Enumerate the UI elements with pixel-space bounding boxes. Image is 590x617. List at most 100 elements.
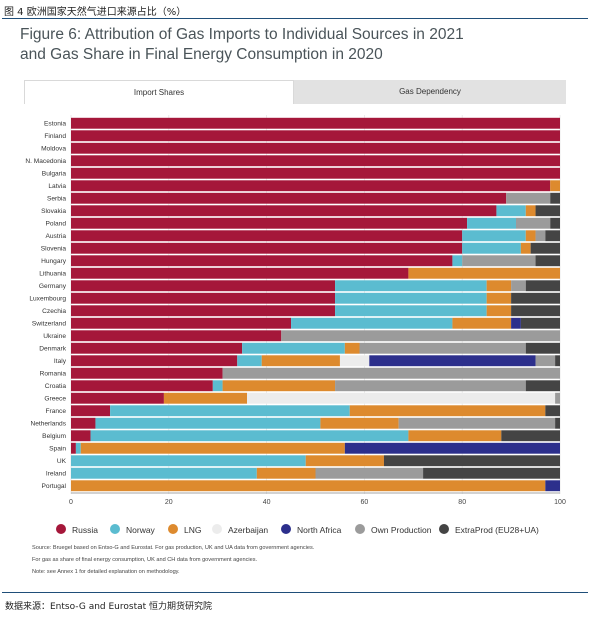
bar-serbia-own-production bbox=[506, 192, 551, 204]
bar-uk-norway bbox=[71, 455, 306, 467]
bar-denmark-norway bbox=[242, 342, 345, 354]
category-label-serbia: Serbia bbox=[47, 196, 66, 203]
bar-france-norway bbox=[110, 405, 350, 417]
category-label-n-macedonia: N. Macedonia bbox=[25, 158, 66, 165]
bar-estonia-russia bbox=[71, 117, 560, 129]
bar-spain-lng bbox=[80, 442, 345, 454]
legend-item-norway: Norway bbox=[110, 523, 155, 537]
category-label-spain: Spain bbox=[49, 446, 66, 453]
legend-label-own-production: Own Production bbox=[371, 525, 432, 535]
bar-ireland-own-production bbox=[315, 467, 424, 479]
bar-slovenia-norway bbox=[462, 242, 521, 254]
bar-uk-lng bbox=[305, 455, 384, 467]
footer-divider bbox=[2, 592, 588, 593]
bar-czechia-norway bbox=[335, 305, 487, 317]
bar-poland-norway bbox=[467, 217, 516, 229]
category-label-latvia: Latvia bbox=[48, 183, 66, 190]
bar-poland-own-production bbox=[515, 217, 551, 229]
legend-swatch-north-africa bbox=[281, 524, 291, 534]
bar-austria-russia bbox=[71, 230, 463, 242]
bar-netherlands-lng bbox=[320, 417, 399, 429]
figure-title-line1: Figure 6: Attribution of Gas Imports to … bbox=[20, 26, 464, 43]
bar-belgium-norway bbox=[90, 430, 409, 442]
bar-luxembourg-lng bbox=[486, 292, 512, 304]
x-tick-label-20: 20 bbox=[165, 499, 173, 506]
bar-croatia-russia bbox=[71, 380, 213, 392]
x-tick-label-40: 40 bbox=[263, 499, 271, 506]
category-label-slovenia: Slovenia bbox=[41, 246, 67, 253]
bar-germany-norway bbox=[335, 280, 487, 292]
bar-hungary-norway bbox=[452, 255, 463, 267]
bar-belgium-extraprod-eu28-ua bbox=[501, 430, 560, 442]
legend-label-lng: LNG bbox=[184, 525, 202, 535]
bar-slovakia-lng bbox=[525, 205, 536, 217]
bar-ireland-extraprod-eu28-ua bbox=[423, 467, 560, 479]
tab-gas-dependency[interactable]: Gas Dependency bbox=[294, 80, 566, 104]
category-label-greece: Greece bbox=[44, 396, 66, 403]
legend-label-north-africa: North Africa bbox=[297, 525, 342, 535]
category-label-switzerland: Switzerland bbox=[32, 321, 66, 328]
source-note: Source: Bruegel based on Entso-G and Eur… bbox=[32, 545, 315, 551]
bar-portugal-lng bbox=[71, 480, 546, 492]
x-tick-label-60: 60 bbox=[361, 499, 369, 506]
legend-item-north-africa: North Africa bbox=[281, 523, 341, 537]
bar-france-extraprod-eu28-ua bbox=[545, 405, 560, 417]
bar-italy-norway bbox=[237, 355, 262, 367]
bar-czechia-russia bbox=[71, 305, 336, 317]
bar-germany-extraprod-eu28-ua bbox=[525, 280, 560, 292]
bar-denmark-lng bbox=[344, 342, 360, 354]
bar-netherlands-own-production bbox=[398, 417, 556, 429]
figure-caption: 图 4 欧洲国家天然气进口来源占比（%） bbox=[4, 7, 187, 18]
legend-swatch-own-production bbox=[355, 524, 365, 534]
bar-luxembourg-russia bbox=[71, 292, 336, 304]
bar-poland-extraprod-eu28-ua bbox=[550, 217, 560, 229]
bar-slovenia-extraprod-eu28-ua bbox=[530, 242, 560, 254]
bar-switzerland-extraprod-eu28-ua bbox=[520, 317, 560, 329]
bar-romania-own-production bbox=[222, 367, 560, 379]
category-label-belgium: Belgium bbox=[42, 433, 66, 440]
bar-slovakia-extraprod-eu28-ua bbox=[535, 205, 560, 217]
bar-belgium-russia bbox=[71, 430, 91, 442]
bar-greece-russia bbox=[71, 392, 164, 404]
bar-hungary-own-production bbox=[462, 255, 536, 267]
bar-hungary-russia bbox=[71, 255, 453, 267]
bar-czechia-extraprod-eu28-ua bbox=[511, 305, 560, 317]
bar-croatia-own-production bbox=[335, 380, 526, 392]
bar-italy-north-africa bbox=[369, 355, 536, 367]
legend-label-russia: Russia bbox=[72, 525, 98, 535]
category-label-romania: Romania bbox=[40, 371, 67, 378]
bar-france-russia bbox=[71, 405, 111, 417]
bar-denmark-own-production bbox=[359, 342, 526, 354]
bar-ireland-norway bbox=[71, 467, 257, 479]
bar-spain-norway bbox=[75, 442, 81, 454]
category-label-portugal: Portugal bbox=[41, 483, 66, 490]
bar-denmark-extraprod-eu28-ua bbox=[525, 342, 560, 354]
category-label-czechia: Czechia bbox=[42, 308, 66, 315]
bar-croatia-extraprod-eu28-ua bbox=[525, 380, 560, 392]
bar-hungary-extraprod-eu28-ua bbox=[535, 255, 560, 267]
bar-germany-own-production bbox=[511, 280, 526, 292]
bar-austria-lng bbox=[525, 230, 536, 242]
category-label-ukraine: Ukraine bbox=[43, 333, 66, 340]
bar-spain-north-africa bbox=[344, 442, 560, 454]
bar-poland-russia bbox=[71, 217, 468, 229]
bar-luxembourg-norway bbox=[335, 292, 487, 304]
category-label-croatia: Croatia bbox=[45, 383, 67, 390]
bar-slovenia-lng bbox=[520, 242, 531, 254]
figure-title-line2: and Gas Share in Final Energy Consumptio… bbox=[20, 46, 383, 63]
bar-italy-extraprod-eu28-ua bbox=[555, 355, 560, 367]
tab-import-shares[interactable]: Import Shares bbox=[24, 80, 294, 104]
bar-ukraine-own-production bbox=[281, 330, 560, 342]
bar-latvia-lng bbox=[550, 180, 560, 192]
bar-slovakia-russia bbox=[71, 205, 497, 217]
legend-swatch-lng bbox=[168, 524, 178, 534]
bar-lithuania-lng bbox=[408, 267, 560, 279]
bar-czechia-lng bbox=[486, 305, 512, 317]
bar-netherlands-extraprod-eu28-ua bbox=[555, 417, 560, 429]
legend-item-own-production: Own Production bbox=[355, 523, 431, 537]
bar-switzerland-norway bbox=[291, 317, 453, 329]
bar-moldova-russia bbox=[71, 142, 560, 154]
bar-greece-azerbaijan bbox=[247, 392, 556, 404]
bar-uk-extraprod-eu28-ua bbox=[383, 455, 560, 467]
category-label-lithuania: Lithuania bbox=[39, 271, 66, 278]
